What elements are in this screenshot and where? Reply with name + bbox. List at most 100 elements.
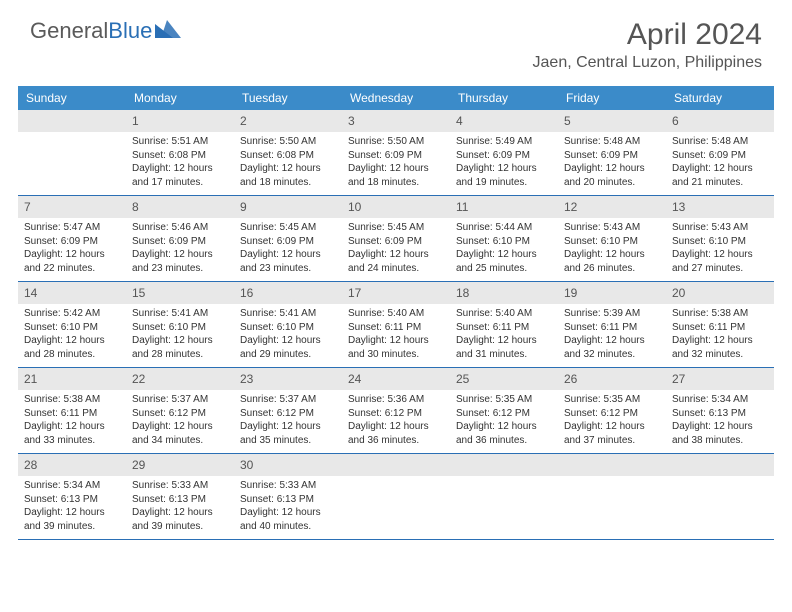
day-info-line: Sunrise: 5:39 AM <box>564 307 660 321</box>
day-info: Sunrise: 5:45 AMSunset: 6:09 PMDaylight:… <box>240 221 336 275</box>
day-number-row: 6 <box>666 110 774 132</box>
day-number-row: 8 <box>126 196 234 218</box>
day-info-line: Daylight: 12 hours <box>24 420 120 434</box>
day-number: 23 <box>240 372 253 386</box>
day-cell: 9 Sunrise: 5:45 AMSunset: 6:09 PMDaylight… <box>234 196 342 281</box>
day-number: 9 <box>240 200 247 214</box>
weekday-header: Monday <box>126 86 234 110</box>
day-number: 8 <box>132 200 139 214</box>
day-info: Sunrise: 5:50 AMSunset: 6:09 PMDaylight:… <box>348 135 444 189</box>
day-info-line: Sunset: 6:09 PM <box>672 149 768 163</box>
day-info-line: Sunset: 6:10 PM <box>456 235 552 249</box>
day-info: Sunrise: 5:41 AMSunset: 6:10 PMDaylight:… <box>132 307 228 361</box>
day-info-line: Daylight: 12 hours <box>24 334 120 348</box>
day-info-line: Sunrise: 5:45 AM <box>348 221 444 235</box>
day-number-row: 16 <box>234 282 342 304</box>
day-number-row-empty <box>342 454 450 476</box>
day-info-line: Sunrise: 5:34 AM <box>24 479 120 493</box>
day-cell: 20Sunrise: 5:38 AMSunset: 6:11 PMDayligh… <box>666 282 774 367</box>
day-number: 5 <box>564 114 571 128</box>
day-info: Sunrise: 5:47 AMSunset: 6:09 PMDaylight:… <box>24 221 120 275</box>
day-number: 15 <box>132 286 145 300</box>
day-cell: 18Sunrise: 5:40 AMSunset: 6:11 PMDayligh… <box>450 282 558 367</box>
day-info: Sunrise: 5:43 AMSunset: 6:10 PMDaylight:… <box>564 221 660 275</box>
day-number-row: 22 <box>126 368 234 390</box>
day-info: Sunrise: 5:34 AMSunset: 6:13 PMDaylight:… <box>672 393 768 447</box>
header: GeneralBlue April 2024 Jaen, Central Luz… <box>0 0 792 80</box>
day-info: Sunrise: 5:33 AMSunset: 6:13 PMDaylight:… <box>240 479 336 533</box>
day-info-line: Sunset: 6:09 PM <box>348 235 444 249</box>
day-info-line: Daylight: 12 hours <box>132 506 228 520</box>
day-info-line: Daylight: 12 hours <box>348 420 444 434</box>
day-info-line: and 20 minutes. <box>564 176 660 190</box>
day-number-row: 23 <box>234 368 342 390</box>
day-number-row: 26 <box>558 368 666 390</box>
day-info-line: Sunrise: 5:46 AM <box>132 221 228 235</box>
day-info-line: and 25 minutes. <box>456 262 552 276</box>
week-row: 14Sunrise: 5:42 AMSunset: 6:10 PMDayligh… <box>18 282 774 368</box>
day-number-row: 18 <box>450 282 558 304</box>
day-info-line: Sunset: 6:08 PM <box>240 149 336 163</box>
day-info-line: Sunrise: 5:41 AM <box>240 307 336 321</box>
day-number: 14 <box>24 286 37 300</box>
day-cell: 4Sunrise: 5:49 AMSunset: 6:09 PMDaylight… <box>450 110 558 195</box>
day-info: Sunrise: 5:51 AMSunset: 6:08 PMDaylight:… <box>132 135 228 189</box>
day-info: Sunrise: 5:33 AMSunset: 6:13 PMDaylight:… <box>132 479 228 533</box>
day-info-line: Sunset: 6:12 PM <box>564 407 660 421</box>
day-cell: 8Sunrise: 5:46 AMSunset: 6:09 PMDaylight… <box>126 196 234 281</box>
day-info-line: Sunrise: 5:48 AM <box>564 135 660 149</box>
day-number-row: 7 <box>18 196 126 218</box>
day-number-row-empty <box>18 110 126 132</box>
day-info-line: Sunset: 6:13 PM <box>24 493 120 507</box>
day-number: 7 <box>24 200 31 214</box>
day-cell: 14Sunrise: 5:42 AMSunset: 6:10 PMDayligh… <box>18 282 126 367</box>
day-number-row-empty <box>666 454 774 476</box>
day-cell: 28Sunrise: 5:34 AMSunset: 6:13 PMDayligh… <box>18 454 126 539</box>
day-info-line: Daylight: 12 hours <box>564 248 660 262</box>
day-cell: 2Sunrise: 5:50 AMSunset: 6:08 PMDaylight… <box>234 110 342 195</box>
day-info-line: Daylight: 12 hours <box>456 248 552 262</box>
day-number-row: 13 <box>666 196 774 218</box>
day-number-row: 10 <box>342 196 450 218</box>
day-info-line: and 34 minutes. <box>132 434 228 448</box>
day-info-line: and 39 minutes. <box>132 520 228 534</box>
day-number-row-empty <box>450 454 558 476</box>
day-cell: 16Sunrise: 5:41 AMSunset: 6:10 PMDayligh… <box>234 282 342 367</box>
day-cell: 21Sunrise: 5:38 AMSunset: 6:11 PMDayligh… <box>18 368 126 453</box>
day-info-line: Daylight: 12 hours <box>132 162 228 176</box>
day-info-line: Sunrise: 5:48 AM <box>672 135 768 149</box>
weekday-header: Saturday <box>666 86 774 110</box>
day-info: Sunrise: 5:38 AMSunset: 6:11 PMDaylight:… <box>24 393 120 447</box>
day-info-line: and 23 minutes. <box>132 262 228 276</box>
day-cell <box>450 454 558 539</box>
day-cell: 24Sunrise: 5:36 AMSunset: 6:12 PMDayligh… <box>342 368 450 453</box>
day-info-line: Sunrise: 5:45 AM <box>240 221 336 235</box>
day-info-line: Sunrise: 5:47 AM <box>24 221 120 235</box>
week-row: 21Sunrise: 5:38 AMSunset: 6:11 PMDayligh… <box>18 368 774 454</box>
day-number: 16 <box>240 286 253 300</box>
calendar: Sunday Monday Tuesday Wednesday Thursday… <box>18 86 774 540</box>
day-info-line: and 28 minutes. <box>132 348 228 362</box>
day-info-line: Sunset: 6:10 PM <box>672 235 768 249</box>
day-info-line: Daylight: 12 hours <box>132 420 228 434</box>
triangle-icon <box>155 20 181 43</box>
day-info: Sunrise: 5:50 AMSunset: 6:08 PMDaylight:… <box>240 135 336 189</box>
day-cell: 3Sunrise: 5:50 AMSunset: 6:09 PMDaylight… <box>342 110 450 195</box>
day-info-line: Sunset: 6:13 PM <box>240 493 336 507</box>
day-cell: 19Sunrise: 5:39 AMSunset: 6:11 PMDayligh… <box>558 282 666 367</box>
day-info-line: Sunset: 6:09 PM <box>24 235 120 249</box>
day-info: Sunrise: 5:48 AMSunset: 6:09 PMDaylight:… <box>672 135 768 189</box>
day-cell: 25Sunrise: 5:35 AMSunset: 6:12 PMDayligh… <box>450 368 558 453</box>
day-number: 28 <box>24 458 37 472</box>
day-cell: 7 Sunrise: 5:47 AMSunset: 6:09 PMDaylight… <box>18 196 126 281</box>
day-info: Sunrise: 5:35 AMSunset: 6:12 PMDaylight:… <box>456 393 552 447</box>
day-info-line: Sunrise: 5:33 AM <box>132 479 228 493</box>
day-info-line: and 35 minutes. <box>240 434 336 448</box>
logo: GeneralBlue <box>30 18 181 44</box>
day-number: 22 <box>132 372 145 386</box>
day-info-line: Sunset: 6:11 PM <box>348 321 444 335</box>
day-info: Sunrise: 5:49 AMSunset: 6:09 PMDaylight:… <box>456 135 552 189</box>
weekday-header: Wednesday <box>342 86 450 110</box>
day-info-line: Sunrise: 5:37 AM <box>240 393 336 407</box>
day-info-line: Sunset: 6:09 PM <box>240 235 336 249</box>
